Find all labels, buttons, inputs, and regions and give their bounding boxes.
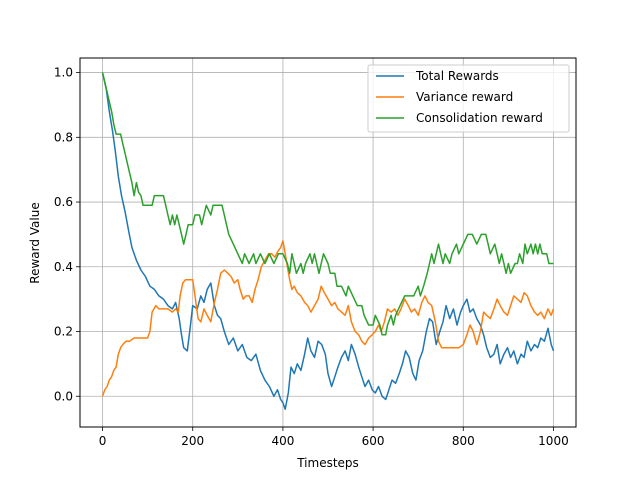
legend: Total Rewards Variance reward Consolidatio…: [367, 64, 570, 133]
series-layer: [101, 72, 555, 410]
legend-label-3: Consolidation reward: [416, 111, 543, 125]
y-tick-label: 0.4: [54, 260, 73, 274]
series-line-3: [101, 72, 554, 336]
y-tick-label: 1.0: [54, 66, 73, 80]
x-tick-label: 600: [362, 434, 385, 448]
series-line-2: [101, 240, 555, 397]
tick-layer: 0 200 400 600 800 1000 0.0 0.2 0.4 0.6 0.8 1.0: [54, 66, 569, 448]
y-axis-label: Reward Value: [28, 202, 42, 283]
series-line-1: [101, 72, 555, 410]
x-tick-label: 200: [181, 434, 204, 448]
y-tick-label: 0.0: [54, 389, 73, 403]
legend-label-1: Total Rewards: [415, 69, 499, 83]
x-tick-label: 800: [452, 434, 475, 448]
y-tick-label: 0.6: [54, 195, 73, 209]
x-axis-label: Timesteps: [296, 456, 359, 470]
y-tick-label: 0.8: [54, 130, 73, 144]
x-tick-label: 0: [99, 434, 107, 448]
x-tick-label: 1000: [538, 434, 569, 448]
legend-label-2: Variance reward: [416, 90, 513, 104]
y-tick-label: 0.2: [54, 325, 73, 339]
x-tick-label: 400: [271, 434, 294, 448]
legend-frame: [367, 64, 570, 133]
plot-frame: [79, 57, 577, 428]
